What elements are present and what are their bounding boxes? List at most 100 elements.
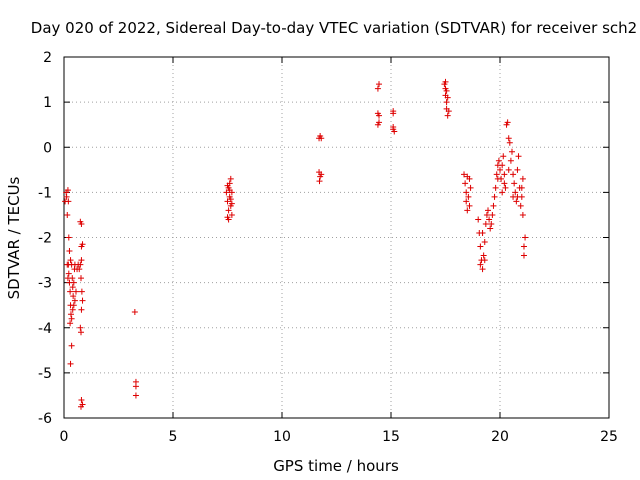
data-point [483,211,490,218]
data-point [79,297,86,304]
y-tick-label: -3 [38,276,52,292]
data-point [64,187,71,194]
x-tick-label: 25 [600,429,618,445]
data-point [65,198,72,205]
data-point [462,180,469,187]
data-point [505,166,512,173]
data-point [510,171,517,178]
data-point [477,243,484,250]
data-point [520,243,527,250]
data-point [71,297,78,304]
x-tick-label: 0 [60,429,69,445]
chart-title: Day 020 of 2022, Sidereal Day-to-day VTE… [31,19,637,37]
data-point [70,293,77,300]
data-point [517,202,524,209]
data-point [223,189,230,196]
data-point [475,216,482,223]
data-point [506,139,513,146]
data-points [62,78,529,410]
x-tick-label: 20 [491,429,509,445]
data-point [501,180,508,187]
data-point [78,275,85,282]
data-point [390,108,397,115]
data-point [497,166,503,173]
data-point [67,360,74,367]
data-point [488,220,495,227]
data-point [444,94,451,101]
y-tick-label: -6 [38,411,52,427]
data-point [464,207,471,214]
data-point [68,342,75,349]
data-point [67,257,74,264]
x-axis-label: GPS time / hours [273,457,399,475]
data-point [442,78,449,85]
data-point [499,189,506,196]
data-point [491,193,498,200]
data-point [467,184,474,191]
data-point [69,284,76,291]
x-tick-label: 5 [169,429,178,445]
data-point [374,85,381,92]
x-tick-label: 15 [382,429,400,445]
data-point [464,173,471,180]
data-point [493,171,500,178]
data-point [63,193,70,200]
data-point [481,239,488,246]
data-point [316,178,323,185]
data-point [479,229,486,236]
data-point [463,189,470,196]
data-point [376,81,383,88]
data-point [445,108,452,115]
data-point [520,252,527,259]
x-tick-label: 10 [273,429,291,445]
data-point [515,153,522,160]
data-point [69,306,76,313]
data-point [444,112,451,119]
data-point [70,279,77,286]
data-point [78,306,85,313]
y-tick-label: -2 [38,231,52,247]
data-point [514,193,521,200]
data-point [477,261,484,268]
data-point [482,220,489,227]
data-point [499,162,506,169]
data-point [79,401,86,408]
data-point [519,211,526,218]
data-point [479,266,486,273]
data-point [500,153,507,160]
data-point [485,207,492,214]
data-point [461,171,468,178]
data-point [70,302,77,309]
data-point [228,200,235,207]
data-point [68,315,75,322]
y-tick-label: 2 [43,50,52,66]
data-point [490,202,497,209]
plot-frame [63,56,610,419]
data-point [463,198,470,205]
data-point [67,311,74,318]
data-point [65,270,72,277]
data-point [391,128,398,135]
y-tick-label: 1 [43,95,52,111]
tick-labels: 0 5 10 15 20 25 -6 -5 -4 -3 -2 -1 0 1 2 [38,50,618,445]
data-point [501,171,508,178]
data-point [77,218,84,225]
data-point [72,288,79,295]
data-point [132,383,139,390]
data-point [64,261,71,268]
data-point [64,275,71,282]
data-point [508,148,515,155]
y-tick-label: -1 [38,185,52,201]
data-point [225,216,232,223]
data-point [224,182,231,189]
data-point [227,196,234,203]
data-point [512,189,519,196]
data-point [518,184,525,191]
data-point [480,252,487,259]
data-point [64,211,71,218]
data-point [67,288,74,295]
data-point [318,171,325,178]
data-point [78,329,85,336]
data-point [227,175,234,182]
